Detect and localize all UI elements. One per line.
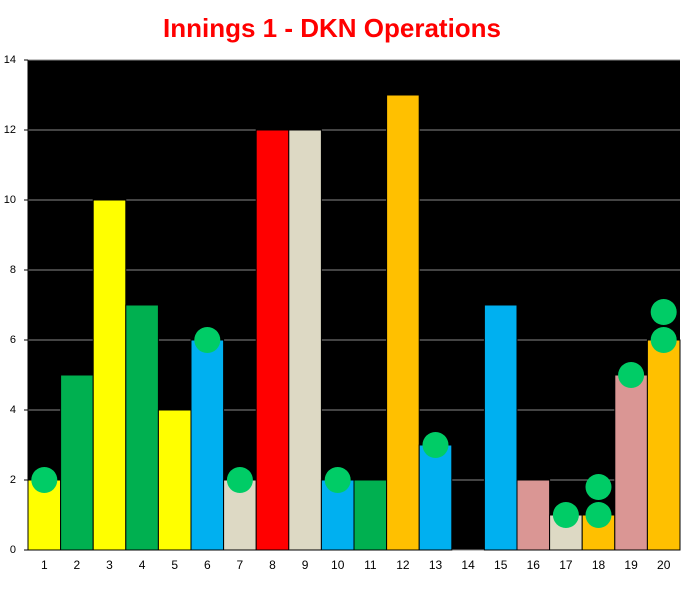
x-tick-label: 17 (559, 558, 573, 572)
x-tick-label: 20 (657, 558, 671, 572)
bar (614, 374, 648, 551)
wicket-marker (618, 362, 645, 388)
y-tick-label: 2 (10, 474, 16, 486)
bar (255, 129, 290, 551)
x-tick-label: 10 (331, 558, 345, 572)
bar (92, 199, 127, 551)
x-tick-label: 12 (396, 558, 410, 572)
bar (157, 409, 192, 551)
x-tick-label: 3 (106, 558, 113, 572)
bar (483, 304, 518, 551)
wicket-marker (552, 502, 579, 528)
wicket-marker (31, 467, 58, 493)
chart-title: Innings 1 - DKN Operations (163, 13, 501, 43)
x-tick-label: 4 (139, 558, 146, 572)
y-tick-label: 12 (4, 124, 16, 136)
bar (646, 339, 681, 551)
wicket-marker (585, 502, 612, 528)
bar (418, 444, 453, 551)
bar (386, 94, 420, 551)
x-tick-label: 19 (624, 558, 638, 572)
y-tick-label: 0 (10, 544, 16, 556)
x-tick-label: 15 (494, 558, 508, 572)
y-tick-label: 6 (10, 334, 16, 346)
y-tick-label: 4 (10, 404, 16, 416)
x-tick-label: 9 (302, 558, 309, 572)
bar (516, 479, 551, 551)
wicket-marker (226, 467, 253, 493)
y-tick-label: 14 (4, 54, 16, 66)
bar (125, 304, 159, 551)
wicket-marker (585, 474, 612, 500)
x-tick-label: 14 (461, 558, 475, 572)
x-tick-label: 7 (237, 558, 244, 572)
wicket-marker (422, 432, 449, 458)
bar (60, 374, 94, 551)
x-tick-label: 2 (74, 558, 81, 572)
wicket-marker (194, 327, 221, 353)
bar (190, 339, 225, 551)
x-tick-label: 18 (592, 558, 606, 572)
x-tick-label: 1 (41, 558, 48, 572)
wicket-marker (650, 299, 677, 325)
x-tick-label: 5 (171, 558, 178, 572)
y-tick-label: 10 (4, 194, 16, 206)
x-tick-label: 6 (204, 558, 211, 572)
x-tick-label: 16 (527, 558, 541, 572)
y-tick-label: 8 (10, 264, 16, 276)
x-tick-label: 8 (269, 558, 276, 572)
wicket-marker (324, 467, 351, 493)
x-tick-label: 11 (364, 558, 377, 572)
bar (288, 129, 322, 551)
bar (353, 479, 388, 551)
wicket-marker (650, 327, 677, 353)
x-tick-label: 13 (429, 558, 443, 572)
